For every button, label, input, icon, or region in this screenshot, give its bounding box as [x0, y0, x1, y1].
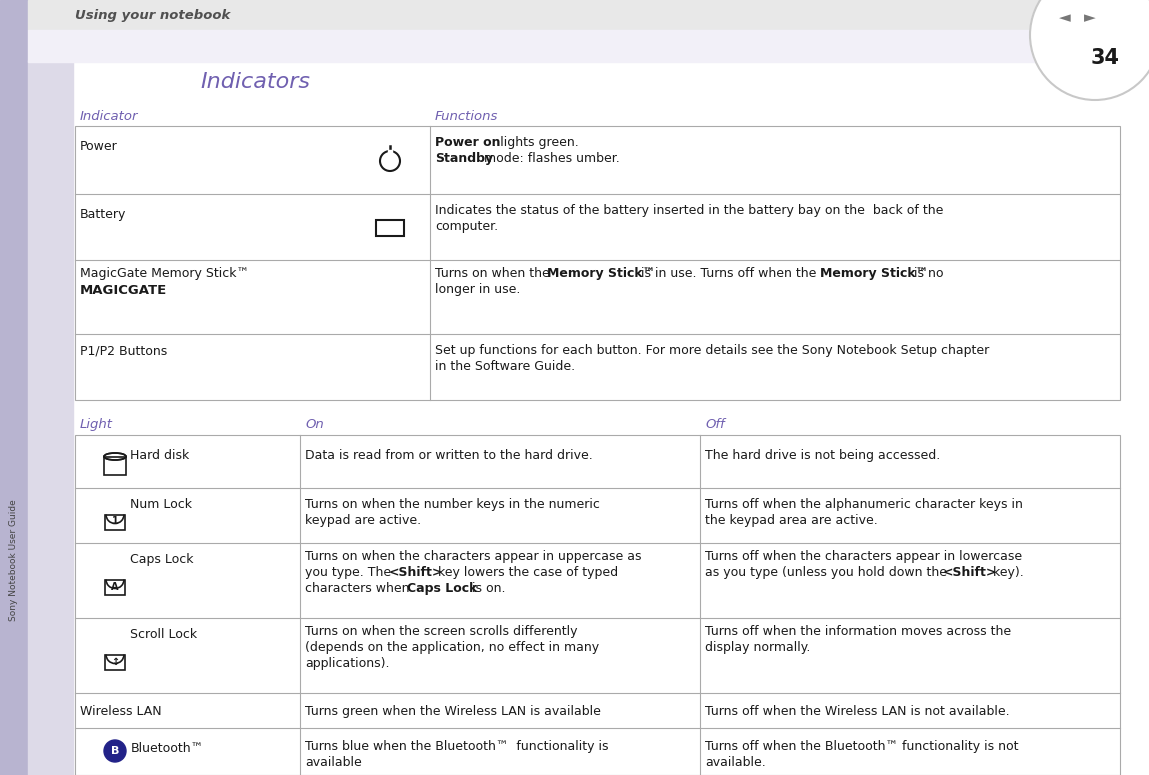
- Text: characters when: characters when: [304, 582, 414, 595]
- Text: is on.: is on.: [468, 582, 506, 595]
- Bar: [75, 126, 1120, 400]
- Text: Off: Off: [705, 418, 725, 431]
- Text: is no: is no: [910, 267, 943, 280]
- Text: is in use. Turns off when the: is in use. Turns off when the: [637, 267, 820, 280]
- Text: Power: Power: [80, 140, 117, 153]
- Text: Indicator: Indicator: [80, 110, 139, 123]
- Bar: [388, 150, 392, 156]
- Text: Turns off when the Wireless LAN is not available.: Turns off when the Wireless LAN is not a…: [705, 705, 1010, 718]
- Circle shape: [1030, 0, 1149, 100]
- Text: MAGICGATE: MAGICGATE: [80, 284, 168, 297]
- Text: mode: flashes umber.: mode: flashes umber.: [480, 152, 619, 165]
- Text: Wireless LAN: Wireless LAN: [80, 705, 162, 718]
- Text: Memory Stick™: Memory Stick™: [547, 267, 655, 280]
- Text: <Shift>: <Shift>: [943, 566, 997, 579]
- Text: Light: Light: [80, 418, 113, 431]
- Circle shape: [105, 740, 126, 762]
- Text: : lights green.: : lights green.: [492, 136, 579, 149]
- Text: 1: 1: [111, 516, 118, 526]
- Text: Caps Lock: Caps Lock: [407, 582, 477, 595]
- Text: P1/P2 Buttons: P1/P2 Buttons: [80, 344, 168, 357]
- Text: Indicates the status of the battery inserted in the battery bay on the  back of : Indicates the status of the battery inse…: [435, 204, 943, 217]
- Bar: [105, 515, 125, 529]
- Text: ◄: ◄: [1059, 11, 1071, 26]
- Text: Scroll Lock: Scroll Lock: [130, 628, 198, 641]
- Text: available.: available.: [705, 756, 765, 769]
- Text: Turns green when the Wireless LAN is available: Turns green when the Wireless LAN is ava…: [304, 705, 601, 718]
- Text: key).: key).: [989, 566, 1024, 579]
- Text: Functions: Functions: [435, 110, 499, 123]
- Text: <Shift>: <Shift>: [390, 566, 444, 579]
- Text: Hard disk: Hard disk: [130, 449, 190, 462]
- Text: Power on: Power on: [435, 136, 501, 149]
- Text: B: B: [110, 746, 119, 756]
- Text: Turns on when the number keys in the numeric: Turns on when the number keys in the num…: [304, 498, 600, 511]
- Bar: [28, 30, 1078, 62]
- Text: keypad are active.: keypad are active.: [304, 514, 422, 527]
- Text: Using your notebook: Using your notebook: [75, 9, 231, 22]
- Bar: [105, 655, 125, 670]
- Text: applications).: applications).: [304, 657, 390, 670]
- Text: Sony Notebook User Guide: Sony Notebook User Guide: [9, 499, 18, 621]
- Bar: [0, 0, 28, 775]
- Text: A: A: [111, 581, 118, 591]
- Text: Turns off when the Bluetooth™ functionality is not: Turns off when the Bluetooth™ functional…: [705, 740, 1018, 753]
- Text: you type. The: you type. The: [304, 566, 395, 579]
- Text: (depends on the application, no effect in many: (depends on the application, no effect i…: [304, 641, 599, 654]
- Text: 34: 34: [1090, 48, 1119, 68]
- Text: Data is read from or written to the hard drive.: Data is read from or written to the hard…: [304, 449, 593, 462]
- Text: key lowers the case of typed: key lowers the case of typed: [434, 566, 618, 579]
- Text: Turns off when the alphanumeric character keys in: Turns off when the alphanumeric characte…: [705, 498, 1023, 511]
- Text: longer in use.: longer in use.: [435, 283, 520, 296]
- Text: Indicators: Indicators: [200, 72, 310, 92]
- Text: in the Software Guide.: in the Software Guide.: [435, 360, 576, 373]
- Text: ↕: ↕: [111, 656, 119, 666]
- Text: Turns blue when the Bluetooth™  functionality is: Turns blue when the Bluetooth™ functiona…: [304, 740, 609, 753]
- Bar: [105, 580, 125, 594]
- Bar: [28, 60, 74, 775]
- Text: the keypad area are active.: the keypad area are active.: [705, 514, 878, 527]
- Bar: [75, 435, 1120, 775]
- Text: Turns off when the information moves across the: Turns off when the information moves acr…: [705, 625, 1011, 638]
- Bar: [376, 220, 404, 236]
- Ellipse shape: [105, 453, 126, 460]
- Text: Standby: Standby: [435, 152, 493, 165]
- Text: Num Lock: Num Lock: [130, 498, 192, 511]
- Text: Turns on when the: Turns on when the: [435, 267, 554, 280]
- Text: Battery: Battery: [80, 208, 126, 221]
- Text: Set up functions for each button. For more details see the Sony Notebook Setup c: Set up functions for each button. For mo…: [435, 344, 989, 357]
- Bar: [28, 0, 1078, 30]
- Bar: [105, 456, 126, 474]
- Text: computer.: computer.: [435, 220, 499, 233]
- Text: available: available: [304, 756, 362, 769]
- Text: Caps Lock: Caps Lock: [130, 553, 193, 566]
- Text: as you type (unless you hold down the: as you type (unless you hold down the: [705, 566, 951, 579]
- Text: Memory Stick™: Memory Stick™: [820, 267, 928, 280]
- Text: The hard drive is not being accessed.: The hard drive is not being accessed.: [705, 449, 940, 462]
- Text: display normally.: display normally.: [705, 641, 810, 654]
- Text: Turns on when the screen scrolls differently: Turns on when the screen scrolls differe…: [304, 625, 578, 638]
- Text: Bluetooth™: Bluetooth™: [131, 742, 205, 755]
- Text: ►: ►: [1085, 11, 1096, 26]
- Text: On: On: [304, 418, 324, 431]
- Text: Turns on when the characters appear in uppercase as: Turns on when the characters appear in u…: [304, 550, 641, 563]
- Text: Turns off when the characters appear in lowercase: Turns off when the characters appear in …: [705, 550, 1023, 563]
- Text: MagicGate Memory Stick™: MagicGate Memory Stick™: [80, 267, 249, 280]
